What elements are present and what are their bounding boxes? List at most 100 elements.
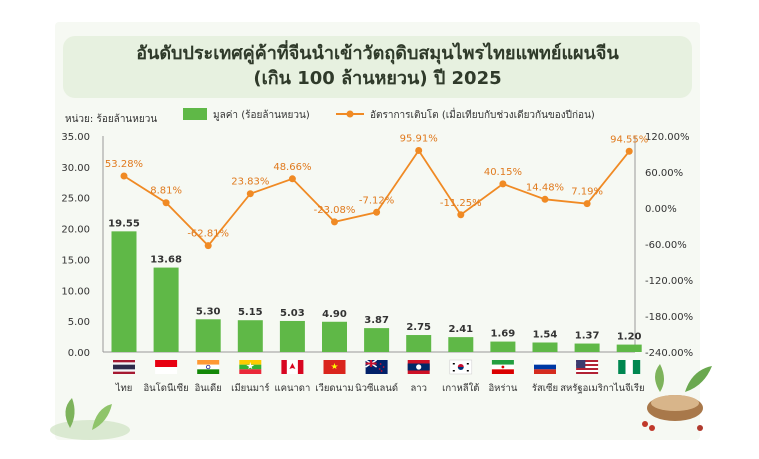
growth-point <box>120 172 128 180</box>
x-category-label: เวียดนาม <box>315 382 353 394</box>
iran-flag <box>491 360 514 374</box>
bar-value-label: 5.30 <box>196 306 221 317</box>
growth-point <box>625 147 633 155</box>
laos-flag <box>407 360 430 374</box>
bar <box>364 328 390 352</box>
decor-herb-roots <box>651 395 699 411</box>
new-zealand-flag <box>365 359 388 374</box>
chart-title-line2: (เกิน 100 ล้านหยวน) ปี 2025 <box>253 68 502 89</box>
bar <box>616 344 642 352</box>
decor-leaf-right <box>685 366 712 392</box>
x-category-label: รัสเซีย <box>532 382 558 394</box>
bar-value-label: 19.55 <box>108 218 140 229</box>
decor-leaf-left <box>92 404 112 430</box>
x-category-label: เมียนมาร์ <box>231 382 269 394</box>
growth-point <box>246 190 254 198</box>
x-category-label: เกาหลีใต้ <box>442 382 479 394</box>
growth-point <box>288 175 296 183</box>
x-category-label: สหรัฐอเมริกา <box>560 383 614 394</box>
growth-label: 53.28% <box>105 159 143 170</box>
y-right-tick-label: -240.00% <box>645 348 693 359</box>
growth-point <box>583 200 591 208</box>
bar <box>279 320 305 352</box>
growth-point <box>457 211 465 219</box>
decor-herb-left <box>50 420 130 440</box>
x-category-label: นิวซีแลนด์ <box>355 382 398 394</box>
y-left-tick-label: 5.00 <box>68 317 90 328</box>
decor-leaf-left <box>65 398 75 428</box>
decor-leaf-right <box>655 364 664 392</box>
bar <box>111 231 137 352</box>
usa-flag <box>576 360 599 374</box>
y-left-tick-label: 25.00 <box>61 194 90 205</box>
x-category-label: อินเดีย <box>194 382 221 394</box>
y-right-tick-label: -180.00% <box>645 312 693 323</box>
y-right-tick-label: 0.00% <box>645 204 677 215</box>
bar <box>490 341 516 352</box>
growth-label: -7.12% <box>359 195 394 206</box>
growth-label: -62.81% <box>187 229 229 240</box>
growth-label: 14.48% <box>526 182 564 193</box>
x-category-label: แคนาดา <box>274 383 310 394</box>
bar-value-label: 3.87 <box>364 315 389 326</box>
decor-berry <box>697 425 703 431</box>
chart-title-line1: อันดับประเทศคู่ค้าที่จีนนำเข้าวัตถุดิบสม… <box>136 43 619 64</box>
legend-line-label: อัตราการเติบโต (เมื่อเทียบกับช่วงเดียวกั… <box>370 107 595 121</box>
y-right-tick-label: -60.00% <box>645 240 687 251</box>
bar-value-label: 5.15 <box>238 307 263 318</box>
decor-berry <box>649 425 655 431</box>
legend-line-marker <box>346 110 354 118</box>
x-category-label: ลาว <box>410 383 427 394</box>
south-korea-flag <box>449 359 473 375</box>
x-category-label: ไทย <box>115 382 133 394</box>
bar-value-label: 2.41 <box>448 324 473 335</box>
bar-value-label: 4.90 <box>322 309 347 320</box>
unit-label: หน่วย: ร้อยล้านหยวน <box>65 113 157 125</box>
legend-bar-label: มูลค่า (ร้อยล้านหยวน) <box>213 109 310 121</box>
bar <box>237 320 263 352</box>
growth-label: -23.08% <box>314 205 356 216</box>
bar <box>322 321 347 352</box>
growth-point <box>499 180 507 188</box>
bar-value-label: 1.54 <box>533 329 558 340</box>
x-category-label: อิหร่าน <box>488 383 518 394</box>
bar-value-label: 2.75 <box>406 322 431 333</box>
bar-value-label: 1.69 <box>491 329 516 340</box>
india-flag <box>197 360 220 374</box>
legend-bar-swatch <box>183 108 207 120</box>
growth-point <box>373 208 381 216</box>
y-left-tick-label: 15.00 <box>61 255 90 266</box>
growth-point <box>204 242 212 250</box>
growth-point <box>541 195 549 203</box>
y-right-tick-label: 60.00% <box>645 168 683 179</box>
growth-label: -11.25% <box>440 198 482 209</box>
bar-value-label: 1.37 <box>575 331 600 342</box>
decor-berry <box>642 421 648 427</box>
y-right-tick-label: 120.00% <box>645 132 690 143</box>
bar-value-label: 13.68 <box>150 255 182 266</box>
x-category-label: ไนจีเรีย <box>613 382 645 394</box>
bar-value-label: 1.20 <box>617 332 642 343</box>
growth-point <box>162 199 170 207</box>
y-left-tick-label: 20.00 <box>61 225 90 236</box>
y-left-tick-label: 30.00 <box>61 163 90 174</box>
growth-label: 95.91% <box>400 133 438 144</box>
vietnam-flag <box>323 360 346 374</box>
bar-value-label: 5.03 <box>280 308 305 319</box>
growth-label: 8.81% <box>150 186 182 197</box>
y-left-tick-label: 0.00 <box>68 348 90 359</box>
growth-point <box>415 146 423 154</box>
growth-label: 23.83% <box>231 177 269 188</box>
growth-point <box>331 218 338 226</box>
canada-flag <box>281 360 304 374</box>
indonesia-flag <box>155 360 178 374</box>
growth-label: 94.55% <box>610 134 648 145</box>
russia-flag <box>534 360 556 374</box>
bar <box>574 343 600 352</box>
growth-label: 48.66% <box>273 162 311 173</box>
growth-label: 40.15% <box>484 167 522 178</box>
x-category-label: อินโดนีเซีย <box>143 382 189 394</box>
chart-title: อันดับประเทศคู่ค้าที่จีนนำเข้าวัตถุดิบสม… <box>63 36 692 98</box>
y-left-tick-label: 10.00 <box>61 286 90 297</box>
